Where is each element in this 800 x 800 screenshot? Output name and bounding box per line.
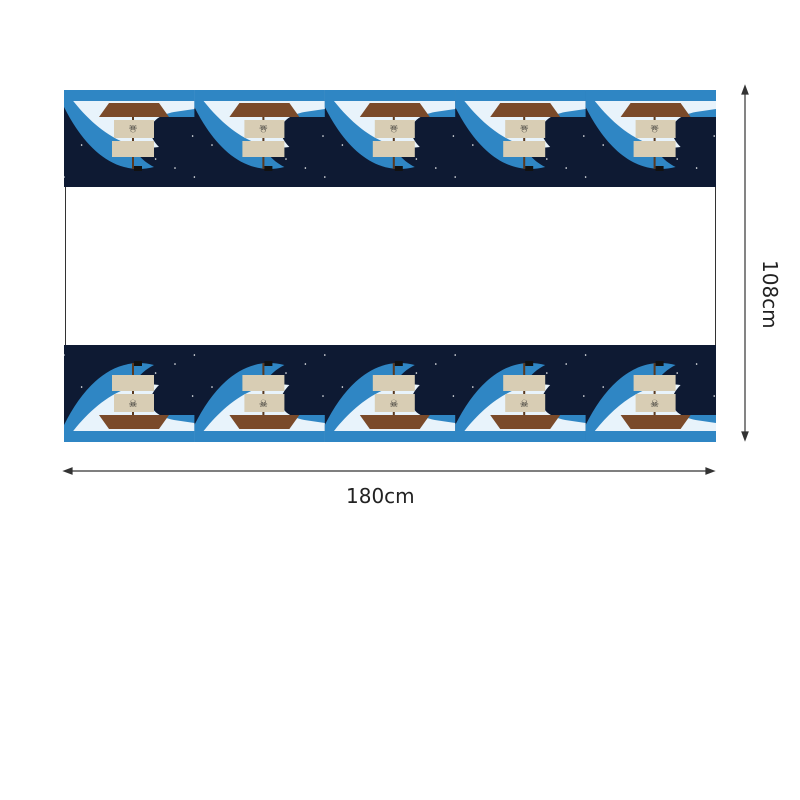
ship-tile: ☠ xyxy=(64,354,195,442)
svg-text:☠: ☠ xyxy=(129,122,138,133)
plain-center-area xyxy=(65,187,716,345)
ship-tile: ☠ xyxy=(193,90,325,178)
ship-tile: ☠ xyxy=(584,354,716,442)
svg-text:☠: ☠ xyxy=(389,122,398,133)
bottom-pattern-band: ☠ ☠ ☠ ☠ ☠ xyxy=(64,345,716,442)
pirate-ship-pattern: ☠ ☠ ☠ ☠ ☠ xyxy=(64,354,716,442)
top-pattern-band: ☠ ☠ ☠ ☠ ☠ xyxy=(64,90,716,187)
ship-tile: ☠ xyxy=(324,90,456,178)
svg-text:☠: ☠ xyxy=(259,122,268,133)
height-label: 108cm xyxy=(758,260,782,329)
ship-tile: ☠ xyxy=(193,354,325,442)
ship-tile: ☠ xyxy=(324,354,456,442)
svg-text:☠: ☠ xyxy=(520,399,529,410)
svg-text:☠: ☠ xyxy=(389,399,398,410)
pirate-ship-pattern: ☠ ☠ ☠ ☠ ☠ xyxy=(64,90,716,178)
svg-text:☠: ☠ xyxy=(520,122,529,133)
tablecloth: ☠ ☠ ☠ ☠ ☠ ☠ ☠ ☠ ☠ ☠ xyxy=(64,90,716,442)
ship-tile: ☠ xyxy=(584,90,716,178)
ship-tile: ☠ xyxy=(64,90,195,178)
ship-tile: ☠ xyxy=(454,354,586,442)
svg-text:☠: ☠ xyxy=(259,399,268,410)
svg-text:☠: ☠ xyxy=(650,122,659,133)
ship-tile: ☠ xyxy=(454,90,586,178)
width-label: 180cm xyxy=(346,484,415,508)
svg-text:☠: ☠ xyxy=(129,399,138,410)
svg-text:☠: ☠ xyxy=(650,399,659,410)
